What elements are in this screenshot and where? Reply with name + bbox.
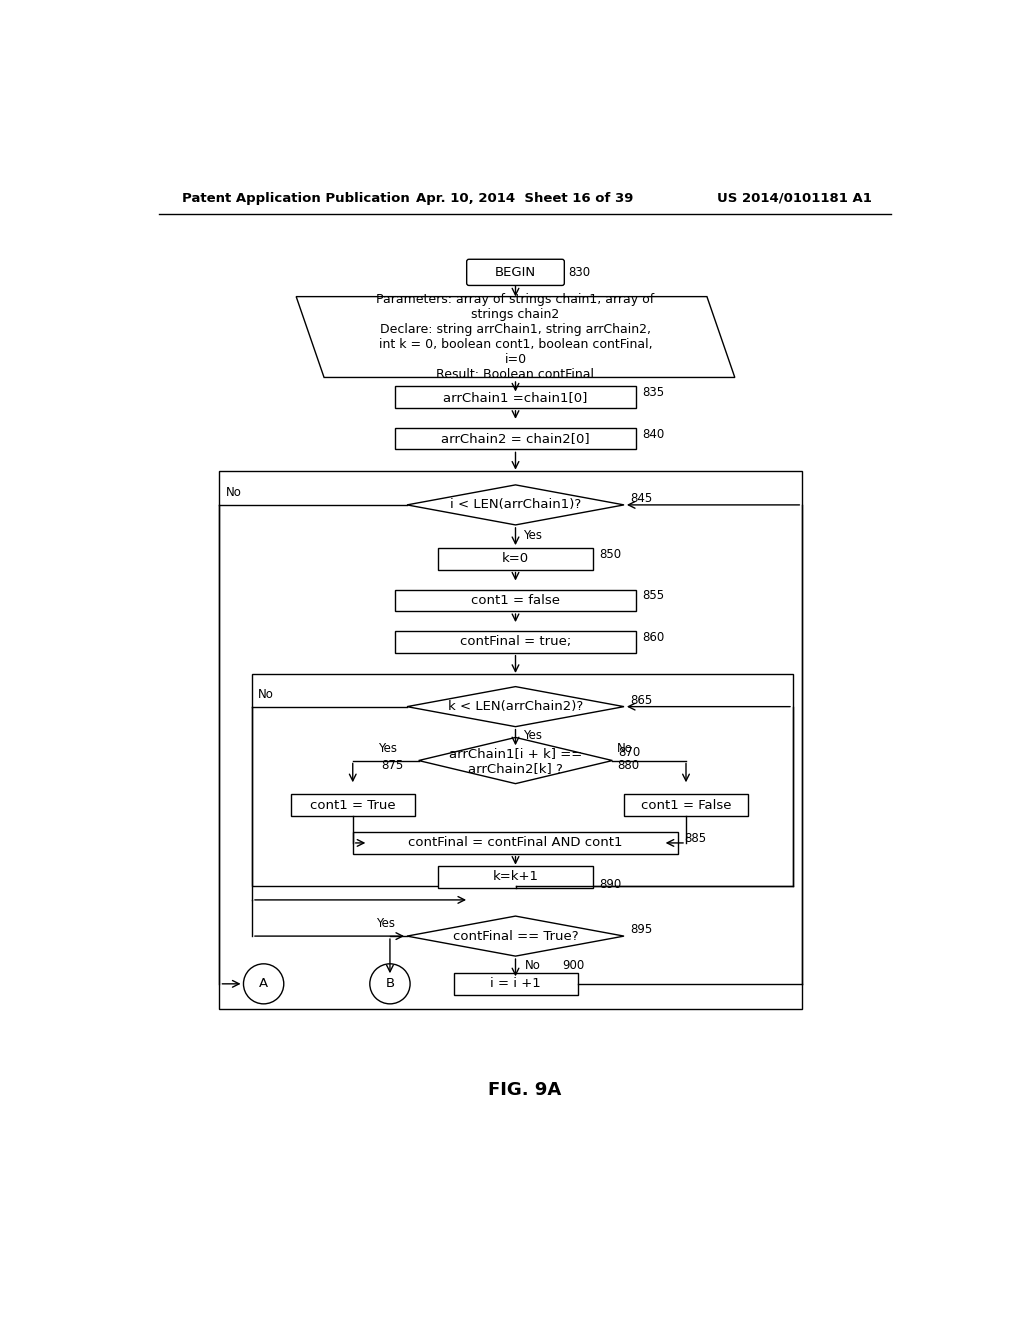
Text: k < LEN(arrChain2)?: k < LEN(arrChain2)?: [447, 700, 583, 713]
Bar: [291, 795, 415, 816]
Text: FIG. 9A: FIG. 9A: [488, 1081, 561, 1100]
Text: 900: 900: [562, 958, 585, 972]
Bar: [352, 832, 678, 854]
Text: 855: 855: [642, 589, 664, 602]
Bar: [395, 590, 636, 611]
Text: No: No: [225, 486, 242, 499]
Text: arrChain1[i + k] ==
arrChain2[k] ?: arrChain1[i + k] == arrChain2[k] ?: [449, 747, 582, 775]
Text: No: No: [617, 742, 633, 755]
Text: 850: 850: [599, 548, 622, 561]
Text: US 2014/0101181 A1: US 2014/0101181 A1: [717, 191, 872, 205]
Text: contFinal = contFinal AND cont1: contFinal = contFinal AND cont1: [409, 837, 623, 850]
Text: Apr. 10, 2014  Sheet 16 of 39: Apr. 10, 2014 Sheet 16 of 39: [416, 191, 634, 205]
Text: 880: 880: [617, 759, 639, 772]
Text: 835: 835: [642, 385, 664, 399]
Text: cont1 = false: cont1 = false: [471, 594, 560, 607]
Text: cont1 = False: cont1 = False: [641, 799, 731, 812]
Text: BEGIN: BEGIN: [495, 265, 536, 279]
Text: No: No: [258, 688, 274, 701]
Polygon shape: [419, 738, 612, 784]
Text: A: A: [259, 977, 268, 990]
Polygon shape: [296, 297, 735, 378]
Text: Yes: Yes: [523, 529, 543, 543]
Text: 840: 840: [642, 428, 665, 441]
Text: i < LEN(arrChain1)?: i < LEN(arrChain1)?: [450, 499, 582, 511]
Text: i = i +1: i = i +1: [490, 977, 541, 990]
Text: 870: 870: [618, 746, 641, 759]
Bar: [219, 471, 802, 1010]
Bar: [454, 973, 578, 995]
Bar: [395, 631, 636, 653]
Bar: [438, 866, 593, 887]
Text: arrChain1 =chain1[0]: arrChain1 =chain1[0]: [443, 391, 588, 404]
Bar: [395, 428, 636, 449]
Text: B: B: [385, 977, 394, 990]
Text: Yes: Yes: [378, 742, 397, 755]
Text: cont1 = True: cont1 = True: [310, 799, 395, 812]
Text: contFinal = true;: contFinal = true;: [460, 635, 571, 648]
Polygon shape: [407, 916, 624, 956]
Text: 865: 865: [630, 694, 652, 708]
Bar: [438, 548, 593, 570]
Bar: [624, 795, 748, 816]
Text: Yes: Yes: [376, 917, 395, 931]
Text: 845: 845: [630, 492, 652, 506]
Text: 895: 895: [630, 924, 652, 936]
Bar: [395, 387, 636, 408]
Text: k=k+1: k=k+1: [493, 870, 539, 883]
Text: 860: 860: [642, 631, 665, 644]
Text: 830: 830: [568, 265, 590, 279]
Polygon shape: [407, 686, 624, 726]
Text: No: No: [524, 958, 541, 972]
Text: contFinal == True?: contFinal == True?: [453, 929, 579, 942]
Text: 875: 875: [381, 759, 403, 772]
Text: Yes: Yes: [523, 730, 543, 742]
Polygon shape: [407, 484, 624, 525]
Text: 890: 890: [599, 878, 622, 891]
Text: Patent Application Publication: Patent Application Publication: [182, 191, 410, 205]
Circle shape: [370, 964, 410, 1003]
Text: Parameters: array of strings chain1, array of
strings chain2
Declare: string arr: Parameters: array of strings chain1, arr…: [377, 293, 654, 381]
FancyBboxPatch shape: [467, 259, 564, 285]
Text: 885: 885: [684, 832, 707, 845]
Circle shape: [244, 964, 284, 1003]
Text: arrChain2 = chain2[0]: arrChain2 = chain2[0]: [441, 432, 590, 445]
Bar: [252, 675, 793, 886]
Text: k=0: k=0: [502, 552, 529, 565]
